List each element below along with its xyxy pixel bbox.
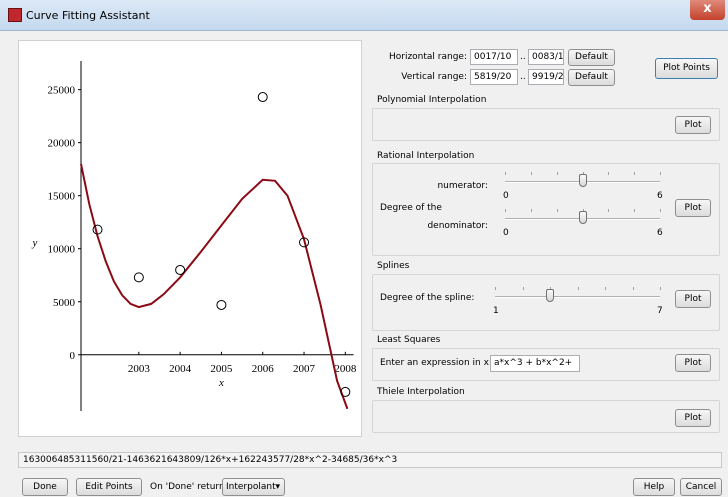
x-axis-label: x (218, 377, 224, 389)
x-tick-label: 2008 (334, 363, 357, 375)
slider-tick (578, 287, 579, 290)
y-tick-label: 15000 (48, 191, 76, 203)
prompt: Enter an expression in x: (380, 358, 492, 368)
degree-label: Degree of the spline: (380, 293, 474, 303)
slider-track (495, 296, 660, 298)
slider-tick (523, 287, 524, 290)
separator: .. (520, 52, 526, 62)
slider-min-label: 0 (503, 228, 509, 238)
vertical-range-label: Vertical range: (401, 72, 467, 82)
done-button[interactable]: Done (22, 478, 68, 496)
data-point (258, 93, 267, 102)
plot-button[interactable]: Plot (675, 116, 711, 134)
slider-tick (557, 172, 558, 175)
separator: .. (520, 72, 526, 82)
data-point (134, 273, 143, 282)
slider-max-label: 7 (657, 306, 663, 316)
x-tick-label: 2005 (210, 363, 233, 375)
expression-input[interactable]: a*x^3 + b*x^2+ (490, 355, 580, 372)
slider-tick (660, 172, 661, 175)
plot-button[interactable]: Plot (675, 199, 711, 217)
slider-thumb[interactable] (546, 289, 554, 302)
vertical-to[interactable]: 9919/20 (528, 69, 564, 85)
formula-bar: 163006485311560/21-1463621643809/126*x+1… (18, 452, 722, 468)
slider-tick (505, 209, 506, 212)
slider-thumb[interactable] (579, 174, 587, 187)
window: {"window":{"title":"Curve Fitting Assist… (0, 0, 728, 497)
edit-points-button[interactable]: Edit Points (76, 478, 142, 496)
x-tick-label: 2004 (169, 363, 192, 375)
slider-tick (660, 209, 661, 212)
plot-points-button[interactable]: Plot Points (655, 58, 718, 79)
default-button[interactable]: Default (568, 49, 615, 66)
slider-tick (531, 172, 532, 175)
y-tick-label: 20000 (48, 138, 76, 150)
horizontal-from[interactable]: 0017/10 (470, 49, 518, 65)
slider-tick (531, 209, 532, 212)
y-tick-label: 5000 (53, 297, 76, 309)
slider-tick (634, 172, 635, 175)
plot-button[interactable]: Plot (675, 290, 711, 308)
section-title: Thiele Interpolation (377, 387, 465, 397)
slider-tick (660, 287, 661, 290)
plot-button[interactable]: Plot (675, 409, 711, 427)
slider-tick (605, 287, 606, 290)
plot-panel: 0 5000 10000 15000 20000 25000 2003 2004 2005 200… (18, 40, 362, 437)
y-tick-label: 0 (70, 350, 76, 362)
section-title: Least Squares (377, 335, 440, 345)
help-button[interactable]: Help (633, 478, 675, 496)
dropdown-arrow: ▾ (275, 479, 280, 495)
x-tick-label: 2007 (293, 363, 316, 375)
section-title: Rational Interpolation (377, 151, 474, 161)
slider-tick (495, 287, 496, 290)
close-button[interactable]: x (690, 0, 725, 20)
slider-thumb[interactable] (579, 211, 587, 224)
x-tick-label: 2006 (252, 363, 275, 375)
slider-tick (557, 209, 558, 212)
slider-min-label: 1 (493, 306, 499, 316)
degree-label: Degree of the (380, 203, 442, 213)
section-box (372, 400, 720, 433)
window-title: Curve Fitting Assistant (26, 9, 150, 22)
slider-tick (505, 172, 506, 175)
x-tick-label: 2003 (128, 363, 151, 375)
slider-max-label: 6 (657, 228, 663, 238)
slider-min-label: 0 (503, 191, 509, 201)
app-icon (8, 8, 22, 22)
cancel-button[interactable]: Cancel (680, 478, 722, 496)
horizontal-range-label: Horizontal range: (389, 52, 467, 62)
slider-tick (634, 209, 635, 212)
horizontal-to[interactable]: 0083/10 (528, 49, 564, 65)
section-title: Polynomial Interpolation (377, 95, 486, 105)
return-dropdown[interactable]: Interpolant▾ (222, 478, 285, 496)
default-button[interactable]: Default (568, 69, 615, 86)
plot-button[interactable]: Plot (675, 354, 711, 372)
slider-tick (608, 209, 609, 212)
plot: 0 5000 10000 15000 20000 25000 2003 2004 2005 200… (19, 41, 361, 436)
data-point (176, 265, 185, 274)
slider-tick (608, 172, 609, 175)
data-point (217, 300, 226, 309)
return-label: On 'Done' return (150, 482, 225, 492)
y-tick-label: 10000 (48, 244, 76, 256)
section-box (372, 108, 720, 141)
denominator-label: denominator: (427, 221, 488, 231)
slider-max-label: 6 (657, 191, 663, 201)
slider-tick (633, 287, 634, 290)
y-tick-label: 25000 (48, 85, 76, 97)
numerator-label: numerator: (437, 181, 488, 191)
vertical-from[interactable]: 5819/20 (470, 69, 518, 85)
section-title: Splines (377, 261, 409, 271)
y-axis-label: y (32, 237, 38, 249)
dropdown-value: Interpolant (226, 482, 276, 492)
